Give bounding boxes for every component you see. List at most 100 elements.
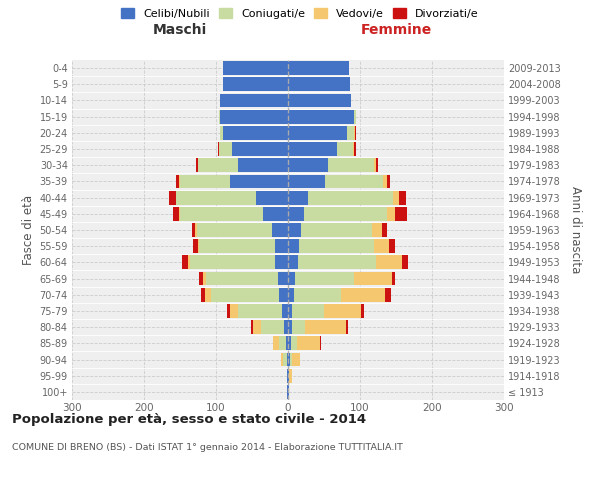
- Bar: [395, 207, 407, 220]
- Bar: [288, 126, 347, 140]
- Bar: [354, 126, 355, 140]
- Bar: [287, 352, 288, 366]
- Bar: [337, 142, 353, 156]
- Bar: [288, 288, 294, 302]
- Bar: [238, 304, 282, 318]
- Bar: [299, 240, 374, 253]
- Bar: [288, 61, 349, 75]
- Bar: [169, 190, 176, 204]
- Text: COMUNE DI BRENO (BS) - Dati ISTAT 1° gennaio 2014 - Elaborazione TUTTITALIA.IT: COMUNE DI BRENO (BS) - Dati ISTAT 1° gen…: [12, 442, 403, 452]
- Bar: [188, 256, 190, 270]
- Text: Femmine: Femmine: [361, 24, 431, 38]
- Bar: [288, 190, 308, 204]
- Bar: [238, 158, 288, 172]
- Bar: [288, 272, 295, 285]
- Bar: [218, 142, 219, 156]
- Bar: [281, 352, 283, 366]
- Y-axis label: Fasce di età: Fasce di età: [22, 195, 35, 265]
- Text: Popolazione per età, sesso e stato civile - 2014: Popolazione per età, sesso e stato civil…: [12, 412, 366, 426]
- Bar: [251, 320, 253, 334]
- Bar: [399, 190, 406, 204]
- Bar: [179, 174, 180, 188]
- Bar: [292, 352, 299, 366]
- Bar: [288, 207, 304, 220]
- Bar: [273, 336, 278, 350]
- Bar: [354, 272, 392, 285]
- Bar: [199, 272, 203, 285]
- Bar: [376, 158, 378, 172]
- Bar: [355, 126, 356, 140]
- Bar: [371, 223, 382, 237]
- Bar: [195, 223, 197, 237]
- Bar: [305, 320, 346, 334]
- Bar: [220, 94, 288, 108]
- Bar: [230, 174, 288, 188]
- Bar: [288, 110, 354, 124]
- Bar: [211, 288, 280, 302]
- Bar: [298, 256, 376, 270]
- Bar: [180, 174, 230, 188]
- Bar: [295, 272, 354, 285]
- Bar: [284, 320, 288, 334]
- Bar: [205, 288, 211, 302]
- Bar: [219, 142, 232, 156]
- Bar: [190, 256, 275, 270]
- Bar: [289, 369, 292, 382]
- Bar: [354, 110, 356, 124]
- Bar: [393, 190, 399, 204]
- Bar: [353, 142, 354, 156]
- Bar: [201, 288, 205, 302]
- Bar: [223, 78, 288, 91]
- Bar: [288, 174, 325, 188]
- Bar: [223, 61, 288, 75]
- Bar: [197, 223, 272, 237]
- Bar: [275, 240, 288, 253]
- Bar: [287, 369, 288, 382]
- Bar: [198, 158, 238, 172]
- Bar: [286, 336, 288, 350]
- Bar: [193, 240, 198, 253]
- Bar: [308, 190, 393, 204]
- Bar: [282, 304, 288, 318]
- Bar: [288, 240, 299, 253]
- Bar: [346, 320, 348, 334]
- Bar: [296, 336, 320, 350]
- Bar: [176, 174, 179, 188]
- Bar: [301, 223, 371, 237]
- Bar: [347, 126, 354, 140]
- Bar: [199, 240, 275, 253]
- Bar: [227, 304, 230, 318]
- Bar: [263, 207, 288, 220]
- Bar: [288, 369, 289, 382]
- Bar: [280, 288, 288, 302]
- Bar: [292, 304, 324, 318]
- Bar: [288, 320, 292, 334]
- Bar: [386, 174, 390, 188]
- Bar: [402, 256, 408, 270]
- Bar: [275, 256, 288, 270]
- Bar: [203, 272, 206, 285]
- Bar: [288, 223, 301, 237]
- Bar: [374, 158, 376, 172]
- Bar: [220, 110, 288, 124]
- Bar: [173, 207, 179, 220]
- Bar: [386, 207, 395, 220]
- Bar: [385, 288, 391, 302]
- Bar: [288, 336, 291, 350]
- Bar: [324, 304, 361, 318]
- Bar: [287, 385, 288, 399]
- Bar: [272, 223, 288, 237]
- Text: Maschi: Maschi: [153, 24, 207, 38]
- Bar: [196, 158, 198, 172]
- Bar: [304, 207, 386, 220]
- Bar: [220, 126, 223, 140]
- Bar: [176, 190, 256, 204]
- Y-axis label: Anni di nascita: Anni di nascita: [569, 186, 582, 274]
- Bar: [374, 240, 389, 253]
- Bar: [354, 142, 356, 156]
- Bar: [230, 304, 238, 318]
- Bar: [182, 256, 188, 270]
- Bar: [328, 158, 374, 172]
- Bar: [179, 207, 180, 220]
- Bar: [288, 385, 289, 399]
